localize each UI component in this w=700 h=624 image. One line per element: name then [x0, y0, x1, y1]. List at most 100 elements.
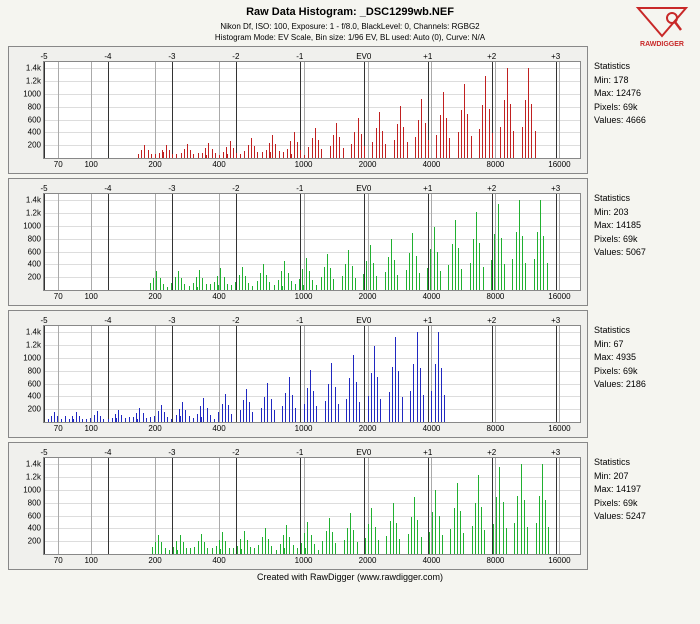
histogram-spike — [166, 145, 167, 158]
histogram-spike — [266, 150, 267, 158]
x-tick-label: 400 — [212, 556, 225, 565]
histogram-spike — [461, 110, 462, 158]
histogram-spike — [330, 146, 331, 158]
histogram-spike — [223, 152, 224, 158]
stats-line: Max: 12476 — [594, 87, 684, 101]
histogram-spike — [312, 138, 313, 158]
x-tick-label: 100 — [84, 160, 97, 169]
histogram-spike — [295, 284, 296, 290]
histogram-spike — [246, 389, 247, 422]
histogram-spike — [155, 542, 156, 554]
histogram-spike — [464, 84, 465, 158]
histogram-spike — [528, 68, 529, 158]
green-channel-spikes — [44, 194, 580, 290]
x-tick-label: 100 — [84, 556, 97, 565]
histogram-spike — [400, 106, 401, 158]
histogram-spike — [257, 152, 258, 158]
histogram-spike — [175, 277, 176, 290]
histogram-spike — [129, 417, 130, 422]
histogram-spike — [215, 153, 216, 158]
histogram-spike — [457, 483, 458, 554]
histogram-spike — [249, 402, 250, 422]
histogram-spike — [408, 534, 409, 554]
histogram-spike — [146, 418, 147, 422]
histogram-spike — [216, 546, 217, 554]
histogram-spike — [344, 540, 345, 554]
histogram-spike — [218, 412, 219, 422]
histogram-spike — [521, 464, 522, 554]
histogram-spike — [205, 148, 206, 158]
rawdigger-logo: RAWDIGGER — [634, 6, 690, 48]
histogram-spike — [498, 204, 499, 290]
histogram-spike — [181, 153, 182, 158]
histogram-spike — [504, 264, 505, 290]
histogram-spike — [411, 517, 412, 554]
histogram-spike — [333, 135, 334, 158]
histogram-spike — [484, 530, 485, 554]
histogram-spike — [310, 370, 311, 422]
histogram-spike — [415, 137, 416, 158]
histogram-spike — [318, 550, 319, 554]
y-tick-label: 1000 — [23, 90, 41, 99]
ev-label: -3 — [168, 52, 175, 61]
histogram-spike — [506, 528, 507, 554]
ev-label: +2 — [487, 52, 496, 61]
histogram-spike — [307, 522, 308, 554]
histogram-spike — [276, 550, 277, 554]
y-tick-label: 1.4k — [26, 328, 41, 337]
histogram-spike — [531, 104, 532, 158]
histogram-spike — [437, 252, 438, 290]
histogram-spike — [332, 532, 333, 554]
histogram-spike — [333, 279, 334, 290]
histogram-spike — [293, 545, 294, 554]
histogram-spike — [280, 544, 281, 554]
x-tick-label: 1000 — [295, 292, 313, 301]
ev-label: EV0 — [356, 448, 371, 457]
histogram-spike — [463, 533, 464, 554]
histogram-spike — [366, 261, 367, 290]
histogram-spike — [392, 367, 393, 422]
histogram-spike — [269, 282, 270, 290]
histogram-spike — [304, 533, 305, 554]
y-tick-label: 400 — [28, 524, 41, 533]
histogram-spike — [396, 523, 397, 554]
histogram-spike — [306, 258, 307, 290]
histogram-spike — [430, 249, 431, 290]
ev-label: +3 — [551, 184, 560, 193]
histogram-spike — [409, 253, 410, 290]
histogram-spike — [159, 153, 160, 158]
histogram-spike — [185, 410, 186, 422]
ev-label: +2 — [487, 184, 496, 193]
histogram-spike — [286, 525, 287, 554]
histogram-spike — [284, 261, 285, 290]
histogram-spike — [184, 284, 185, 290]
ev-label: +3 — [551, 52, 560, 61]
histogram-spike — [258, 545, 259, 554]
ev-label: -2 — [232, 52, 239, 61]
histogram-spike — [440, 115, 441, 158]
ev-label: -1 — [296, 52, 303, 61]
y-tick-label: 800 — [28, 102, 41, 111]
histogram-spike — [225, 394, 226, 422]
histogram-spike — [501, 238, 502, 290]
histogram-spike — [248, 283, 249, 290]
subtitle-2: Histogram Mode: EV Scale, Bin size: 1/96… — [0, 33, 700, 42]
ev-label: -5 — [40, 184, 47, 193]
histogram-spike — [169, 150, 170, 158]
histogram-spike — [272, 135, 273, 158]
histogram-spike — [263, 264, 264, 290]
histogram-spike — [187, 144, 188, 158]
y-tick-label: 1.4k — [26, 196, 41, 205]
histogram-spike — [172, 154, 173, 158]
footer-text: Created with RawDigger (www.rawdigger.co… — [0, 572, 700, 582]
histogram-spike — [160, 278, 161, 290]
histogram-spike — [164, 412, 165, 422]
histogram-spike — [179, 409, 180, 422]
stats-line: Pixels: 69k — [594, 497, 684, 511]
histogram-spike — [212, 548, 213, 554]
histogram-spike — [347, 528, 348, 554]
histogram-spike — [299, 279, 300, 290]
histogram-spike — [350, 513, 351, 554]
x-tick-label: 200 — [148, 292, 161, 301]
x-tick-label: 200 — [148, 424, 161, 433]
